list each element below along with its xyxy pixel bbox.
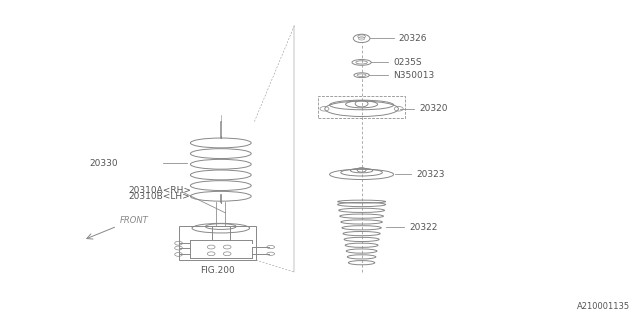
Text: 20310A<RH>: 20310A<RH> xyxy=(128,186,191,195)
Text: 20310B<LH>: 20310B<LH> xyxy=(128,192,189,201)
Text: A210001135: A210001135 xyxy=(577,302,630,311)
Text: FRONT: FRONT xyxy=(120,216,148,225)
Bar xyxy=(318,96,405,118)
Text: N350013: N350013 xyxy=(394,71,435,80)
Text: 20323: 20323 xyxy=(416,170,445,179)
Text: 20322: 20322 xyxy=(410,223,438,232)
Text: FIG.200: FIG.200 xyxy=(200,266,235,275)
Text: 20326: 20326 xyxy=(399,34,428,43)
Text: 20320: 20320 xyxy=(419,104,448,113)
Bar xyxy=(179,226,256,260)
Text: 20330: 20330 xyxy=(90,159,118,168)
Text: 0235S: 0235S xyxy=(394,58,422,67)
